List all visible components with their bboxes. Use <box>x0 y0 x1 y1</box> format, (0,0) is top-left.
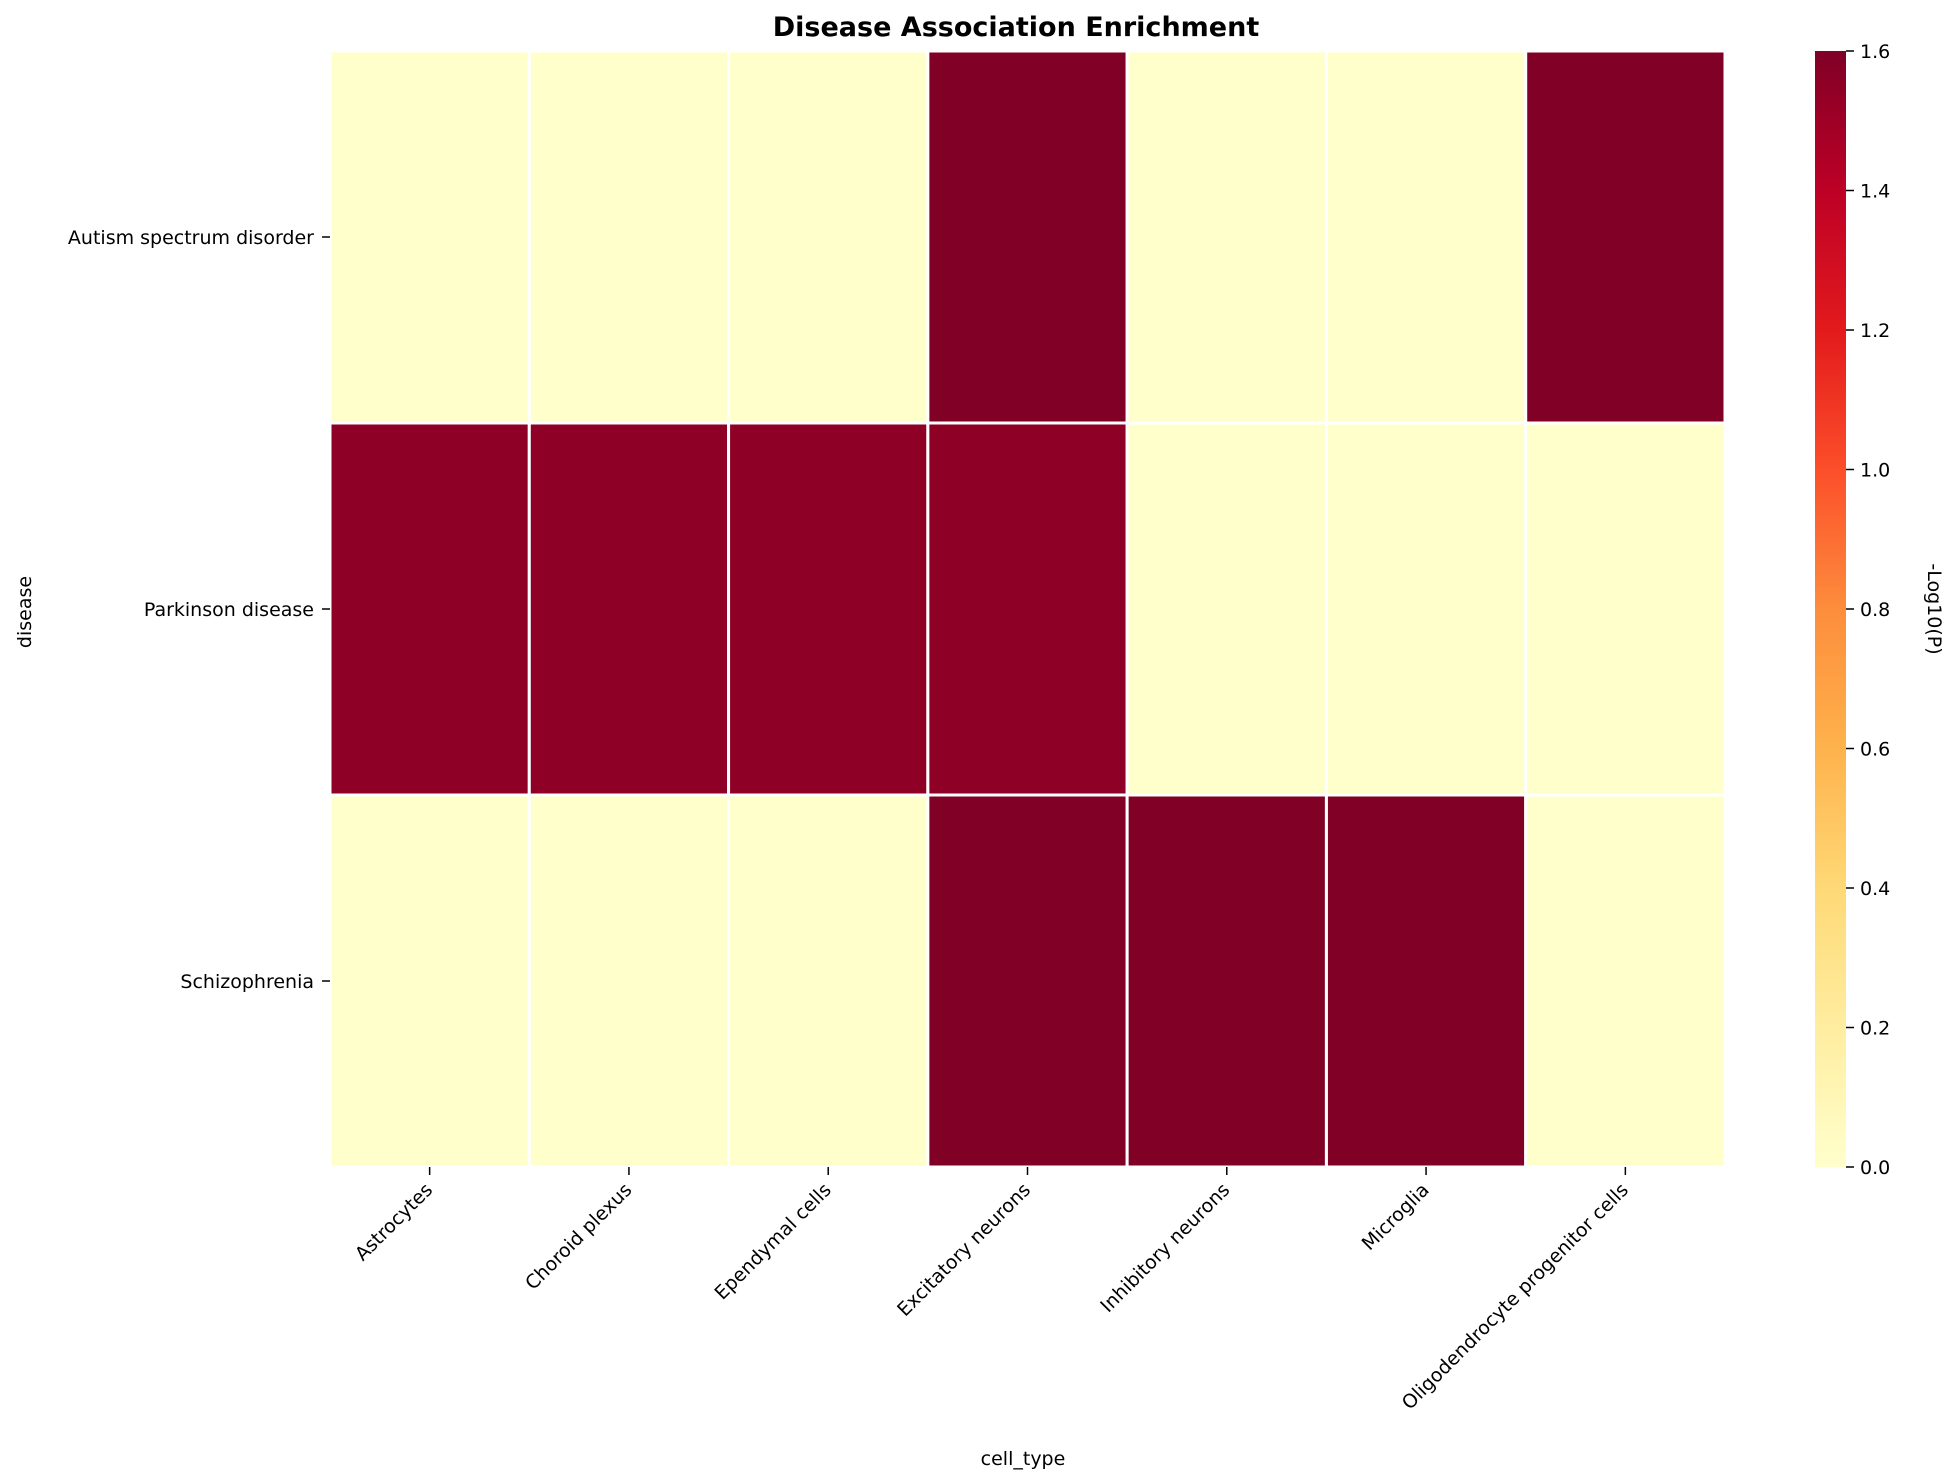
x-tick-label: Oligodendrocyte progenitor cells <box>1398 1179 1633 1414</box>
heatmap-cell <box>1524 49 1727 425</box>
heatmap-cell <box>1125 421 1328 797</box>
colorbar-tick-label: 1.0 <box>1860 460 1890 482</box>
heatmap-cell <box>727 421 930 797</box>
colorbar-tick-label: 0.2 <box>1860 1018 1890 1040</box>
heatmap-cell <box>328 49 531 425</box>
heatmap-cell <box>926 793 1129 1169</box>
heatmap-cell <box>1125 49 1328 425</box>
x-tick-label: Microglia <box>1358 1179 1434 1255</box>
heatmap-cell <box>1324 793 1528 1169</box>
heatmap-cell <box>1524 421 1727 797</box>
x-tick-label: Excitatory neurons <box>893 1179 1035 1321</box>
x-axis-ticks: Astrocytes Choroid plexus Ependymal cells E… <box>351 1167 1633 1414</box>
colorbar <box>1815 51 1846 1167</box>
colorbar-tick-label: 0.4 <box>1860 878 1890 900</box>
colorbar-ticks: 0.0 0.2 0.4 0.6 0.8 1.0 1.2 1.4 1.6 <box>1846 41 1890 1179</box>
heatmap-cell <box>926 421 1129 797</box>
heatmap-cell <box>1125 793 1328 1169</box>
heatmap-cells <box>328 49 1727 1169</box>
heatmap-cell <box>527 793 731 1169</box>
x-tick-label: Ependymal cells <box>710 1179 835 1304</box>
heatmap-cell <box>527 421 731 797</box>
heatmap-cell <box>328 793 531 1169</box>
x-tick-label: Inhibitory neurons <box>1096 1179 1234 1317</box>
y-axis-label: disease <box>14 576 36 648</box>
heatmap-cell <box>527 49 731 425</box>
heatmap-cell <box>328 421 531 797</box>
y-tick-label: Schizophrenia <box>180 971 314 993</box>
heatmap-cell <box>1324 421 1528 797</box>
colorbar-tick-label: 1.6 <box>1860 41 1890 63</box>
y-tick-label: Parkinson disease <box>144 599 314 621</box>
heatmap-cell <box>727 49 930 425</box>
colorbar-tick-label: 1.4 <box>1860 181 1890 203</box>
colorbar-tick-label: 0.6 <box>1860 739 1890 761</box>
x-tick-label: Astrocytes <box>351 1179 437 1265</box>
heatmap-cell <box>727 793 930 1169</box>
colorbar-tick-label: 1.2 <box>1860 320 1890 342</box>
colorbar-tick-label: 0.0 <box>1860 1157 1890 1179</box>
y-axis-ticks: Autism spectrum disorder Parkinson diseas… <box>68 227 330 993</box>
x-tick-label: Choroid plexus <box>521 1179 636 1294</box>
x-axis-label: cell_type <box>981 1448 1066 1470</box>
colorbar-tick-label: 0.8 <box>1860 599 1890 621</box>
heatmap-cell <box>1324 49 1528 425</box>
chart-title: Disease Association Enrichment <box>773 12 1260 43</box>
colorbar-label: -Log10(P) <box>1923 563 1945 654</box>
heatmap-cell <box>926 49 1129 425</box>
y-tick-label: Autism spectrum disorder <box>68 227 314 249</box>
heatmap-cell <box>1524 793 1727 1169</box>
